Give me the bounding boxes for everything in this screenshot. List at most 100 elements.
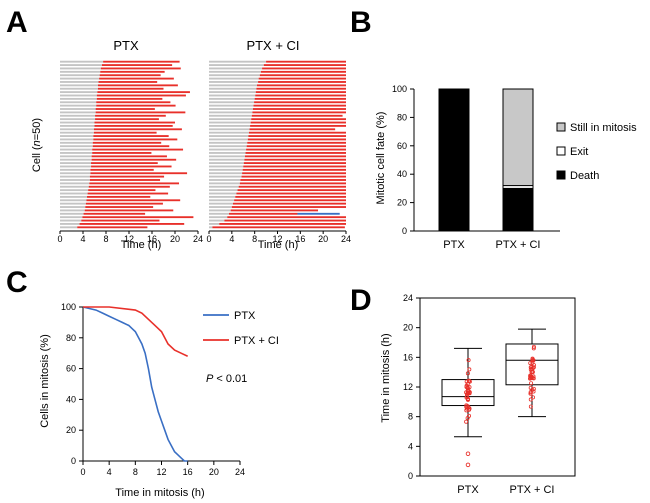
panel-a-ptx-cell-15-mitosis xyxy=(95,108,155,110)
panel-a-ptxci-xlabel: Time (h) xyxy=(258,239,299,251)
panel-a-ptxci-cell-45-mitosis xyxy=(230,209,319,212)
panel-a-ptx-cell-2-interphase xyxy=(60,64,102,66)
panel-a-ptxci-cell-24-interphase xyxy=(209,138,248,141)
panel-d-axis: 0 4 8 12 16 20 24 PTX PTX + CI xyxy=(403,293,576,496)
panel-a-ptxci-cell-49-mitosis xyxy=(219,223,346,225)
panel-a-ptx-cell-34-mitosis xyxy=(90,172,188,175)
panel-a-ptx-cell-28-interphase xyxy=(60,152,93,154)
panel-a-ptxci-cell-46-mitosis xyxy=(228,212,298,215)
panel-a-ptxci-cell-25-interphase xyxy=(209,141,248,144)
panel-a-ptxci-cell-33-mitosis xyxy=(242,168,346,171)
panel-d-box-1-outlier-2 xyxy=(465,462,471,468)
panel-a-ptxci-cell-10-mitosis xyxy=(255,91,346,94)
panel-a-ptx-cell-31-interphase xyxy=(60,162,92,165)
panel-a-ptx-cell-35-mitosis xyxy=(89,175,165,178)
panel-a-ptx-cell-45-mitosis xyxy=(84,209,174,212)
panel-a-ptxci-cell-29-mitosis xyxy=(244,155,346,158)
panel-a-ptx-cell-17-mitosis xyxy=(95,114,166,117)
panel-d-box-2-point-38 xyxy=(530,375,535,380)
panel-a-ptx-cell-19-mitosis xyxy=(94,121,175,124)
panel-a-ptxci-cell-9-mitosis xyxy=(256,87,346,90)
panel-d-chart: Time in mitosis (h) 0 4 8 12 16 20 24 PTX PTX + … xyxy=(380,293,576,496)
panel-a-ptxci-cell-20-interphase xyxy=(209,124,251,127)
panel-a-ptx-cell-6-mitosis xyxy=(99,77,174,80)
panel-a-ptxci-cell-31-mitosis xyxy=(243,162,346,165)
panel-a: Cell (n=50) PTX 0 4 8 12 16 20 24 Time (h) PTX… xyxy=(31,38,351,251)
panel-a-ptx-cell-20-interphase xyxy=(60,124,95,127)
panel-a-ptx-cell-44-interphase xyxy=(60,206,86,208)
panel-b-bars xyxy=(438,88,534,232)
panel-a-ptx-cell-43-mitosis xyxy=(85,202,163,205)
panel-a-ptxci-cell-37-mitosis xyxy=(239,182,346,185)
panel-d-box-1-point-20 xyxy=(465,371,470,376)
panel-a-ptxci-cell-2-mitosis xyxy=(263,64,346,66)
panel-a-ptx-cell-20-mitosis xyxy=(94,124,173,127)
panel-a-ptx-cell-47-mitosis xyxy=(82,216,194,219)
panel-a-ptx-cell-25-mitosis xyxy=(92,141,162,144)
panel-b-legend-label-3: Death xyxy=(570,170,599,182)
panel-a-ptx-xlabel: Time (h) xyxy=(121,239,162,251)
panel-a-ptxci-cell-35-mitosis xyxy=(241,175,346,178)
panel-a-ptxci-cell-12-mitosis xyxy=(254,97,346,100)
panel-a-ptxci-cell-42-interphase xyxy=(209,199,235,202)
panel-a-ptxci-cell-43-mitosis xyxy=(232,202,346,205)
panel-a-ptx-axis: 0 4 8 12 16 20 24 xyxy=(57,230,203,244)
panel-d-box-2-point-16 xyxy=(529,381,534,386)
panel-a-ptxci-cell-38-mitosis xyxy=(238,185,346,188)
panel-d-y-tick-label-8: 8 xyxy=(408,412,413,422)
panel-c-y-tick-label-60: 60 xyxy=(66,364,76,374)
panel-b-y-tick-label-60: 60 xyxy=(397,141,407,151)
panel-c-y-tick-label-0: 0 xyxy=(71,456,76,466)
panel-a-ptxci-x-tick-label-16: 16 xyxy=(295,234,305,244)
panel-c-pvalue-rest: < 0.01 xyxy=(213,373,247,385)
panel-a-ptxci-cell-50-interphase xyxy=(209,226,213,229)
panel-a-ptx-cell-48-mitosis xyxy=(81,219,160,222)
panel-c-x-tick-label-20: 20 xyxy=(209,467,219,477)
panel-a-ptx-cell-25-interphase xyxy=(60,141,93,144)
panel-a-ptx-cell-34-interphase xyxy=(60,172,91,175)
panel-a-ptxci-cell-26-mitosis xyxy=(246,145,346,148)
panel-a-ptx-x-tick-label-12: 12 xyxy=(124,234,134,244)
panel-a-ptxci-cell-1-interphase xyxy=(209,60,267,63)
panel-b-y-tick-label-40: 40 xyxy=(397,169,407,179)
panel-a-ptxci-cell-4-interphase xyxy=(209,70,261,73)
panel-a-ylabel-prefix: Cell ( xyxy=(31,146,43,172)
panel-a-ptx-cell-40-mitosis xyxy=(87,192,169,195)
panel-a-ptx-cell-49-mitosis xyxy=(79,223,185,225)
panel-a-ptxci-cell-2-interphase xyxy=(209,64,264,66)
panel-c-x-tick-label-12: 12 xyxy=(156,467,166,477)
panel-a-ptxci-cell-14-mitosis xyxy=(253,104,346,107)
panel-a-ptx-bars xyxy=(60,60,194,229)
panel-a-ptxci-cell-46-exit xyxy=(297,212,340,215)
panel-a-ptx-cell-15-interphase xyxy=(60,108,96,110)
panel-a-ptxci-cell-40-mitosis xyxy=(236,192,346,195)
panel-a-ptx-cell-3-interphase xyxy=(60,67,101,70)
panel-b-chart: Mitotic cell fate (%) 0 20 40 60 80 100 PTX PTX… xyxy=(375,84,637,251)
panel-a-ylabel-n: n xyxy=(31,140,43,146)
panel-a-ptxci-cell-19-interphase xyxy=(209,121,251,124)
panel-a-ptx-cell-21-interphase xyxy=(60,128,94,131)
panel-d-box-2-point-32 xyxy=(528,391,533,396)
panel-d-box-1-outlier-1 xyxy=(465,451,471,457)
panel-a-ptx-cell-42-mitosis xyxy=(86,199,181,202)
panel-a-ptx-cell-8-mitosis xyxy=(97,84,178,87)
panel-a-ptxci-cell-3-interphase xyxy=(209,67,263,70)
panel-a-ptx-cell-8-interphase xyxy=(60,84,98,87)
panel-a-ptxci-cell-16-interphase xyxy=(209,111,253,114)
panel-a-ptxci-cell-12-interphase xyxy=(209,97,255,100)
panel-a-ptx-cell-43-interphase xyxy=(60,202,86,205)
panel-a-ptx-x-tick-label-8: 8 xyxy=(103,234,108,244)
panel-a-ptx-cell-29-interphase xyxy=(60,155,92,158)
panel-a-ptx-cell-7-interphase xyxy=(60,81,99,83)
panel-d-box-1-point-16 xyxy=(466,358,471,363)
panel-a-ptx-cell-41-interphase xyxy=(60,195,88,198)
panel-d-box-1-point-40 xyxy=(464,379,469,384)
panel-a-ptxci-chart: PTX + CI 0 4 8 12 16 20 24 Time (h) xyxy=(206,38,351,251)
panel-a-ptxci-cell-47-interphase xyxy=(209,216,228,219)
panel-c-pvalue: P < 0.01 xyxy=(206,373,247,385)
panel-d-box-2-point-37 xyxy=(528,365,533,370)
panel-b-legend-label-2: Exit xyxy=(570,146,588,158)
panel-c-x-tick-label-0: 0 xyxy=(80,467,85,477)
panel-a-ptxci-cell-13-interphase xyxy=(209,101,255,104)
panel-a-ptx-cell-30-mitosis xyxy=(91,158,177,161)
